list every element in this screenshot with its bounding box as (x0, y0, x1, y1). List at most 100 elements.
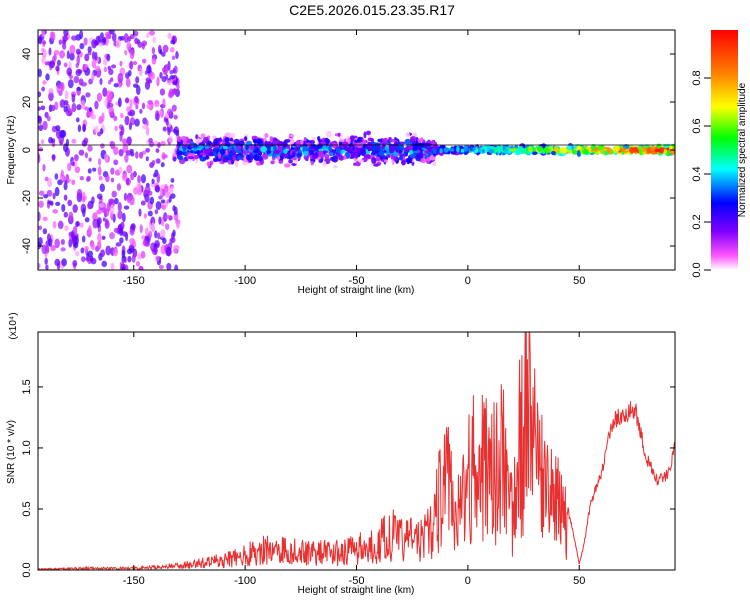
heatmap-cell (171, 55, 176, 61)
heatmap-cell (203, 148, 211, 155)
heatmap-cell (133, 30, 139, 37)
heatmap-cell (118, 149, 124, 157)
heatmap-cell (390, 154, 395, 160)
heatmap-cell (432, 161, 437, 167)
heatmap-cell (439, 148, 443, 154)
heatmap-cell (102, 217, 106, 222)
heatmap-cell (262, 153, 269, 160)
spectrogram-panel: -150 -100 -50 0 50 -40 -20 0 20 40 Height of str… (6, 29, 676, 296)
heatmap-cell (140, 200, 146, 206)
heatmap-cell (123, 192, 128, 201)
heatmap-cell (153, 246, 158, 256)
heatmap-cell (87, 168, 92, 174)
heatmap-cell (224, 154, 231, 158)
heatmap-cell (214, 137, 221, 142)
heatmap-cell (149, 30, 155, 36)
heatmap-cell (110, 204, 115, 215)
heatmap-cell (144, 185, 151, 195)
heatmap-cell (110, 167, 115, 175)
heatmap-cell (264, 140, 268, 146)
heatmap-cell (105, 31, 111, 38)
heatmap-cell (38, 124, 44, 132)
heatmap-cell (253, 154, 260, 161)
heatmap-cell (44, 257, 48, 265)
heatmap-cell (193, 154, 200, 160)
heatmap-cell (145, 147, 150, 153)
heatmap-cell (99, 128, 104, 135)
spectrogram-y-ticks: -40 -20 0 20 40 (21, 48, 675, 254)
heatmap-cell (57, 220, 64, 230)
heatmap-cell (151, 178, 155, 185)
heatmap-cell (371, 157, 377, 164)
heatmap-cell (99, 78, 103, 86)
heatmap-cell (350, 152, 356, 156)
heatmap-cell (80, 203, 87, 214)
heatmap-cell (84, 217, 90, 223)
heatmap-cell (127, 255, 132, 263)
heatmap-cell (101, 260, 108, 268)
heatmap-cell (155, 148, 160, 153)
heatmap-cell (110, 262, 115, 270)
heatmap-cell (383, 159, 388, 163)
x-tick-label: -100 (234, 575, 256, 587)
heatmap-cell (114, 197, 119, 205)
heatmap-cell (74, 166, 81, 174)
heatmap-cell (312, 152, 319, 159)
heatmap-cell (90, 242, 95, 251)
heatmap-cell (87, 46, 92, 53)
heatmap-cell (97, 240, 102, 251)
heatmap-cell (371, 145, 378, 152)
x-tick-label: -50 (349, 275, 365, 287)
heatmap-cell (206, 161, 211, 167)
heatmap-cell (663, 143, 667, 149)
heatmap-cell (276, 155, 281, 161)
heatmap-cell (113, 159, 119, 166)
heatmap-cell (59, 50, 66, 59)
heatmap-cell (567, 144, 572, 151)
heatmap-cell (354, 139, 359, 143)
heatmap-cell (317, 136, 321, 141)
heatmap-cell (54, 186, 60, 197)
heatmap-cell (81, 139, 88, 147)
heatmap-cell (38, 190, 45, 196)
heatmap-cell (128, 122, 132, 131)
heatmap-cell (324, 154, 330, 160)
heatmap-cell (78, 149, 85, 156)
heatmap-cell (166, 80, 172, 86)
heatmap-cell (393, 155, 399, 162)
heatmap-cell (360, 149, 364, 155)
heatmap-cell (322, 160, 327, 168)
heatmap-cell (162, 44, 169, 53)
heatmap-cell (105, 174, 110, 183)
heatmap-cell (405, 132, 410, 138)
heatmap-cell (233, 138, 240, 146)
heatmap-cell (322, 144, 327, 151)
heatmap-cell (52, 209, 58, 214)
heatmap-cell (347, 137, 351, 145)
heatmap-cell (531, 151, 538, 156)
heatmap-cell (378, 151, 385, 157)
colorbar: 0.0 0.2 0.4 0.6 0.8 Normalized spectral ampl… (691, 30, 748, 278)
heatmap-cell (160, 199, 166, 204)
heatmap-cell (147, 210, 153, 217)
heatmap-cell (50, 104, 56, 112)
heatmap-cell (195, 134, 199, 140)
heatmap-cell (642, 145, 646, 153)
heatmap-cell (102, 87, 108, 97)
heatmap-cell (353, 135, 358, 139)
heatmap-cell (42, 120, 48, 131)
x-tick-label: -100 (234, 275, 256, 287)
heatmap-cell (528, 146, 533, 153)
heatmap-cell (121, 266, 126, 270)
x-tick-label: -150 (123, 575, 145, 587)
heatmap-cell (363, 154, 371, 159)
heatmap-cell (101, 235, 106, 241)
heatmap-cell (126, 136, 132, 146)
heatmap-cell (545, 149, 549, 154)
heatmap-cell (199, 156, 206, 162)
heatmap-cell (87, 145, 93, 152)
heatmap-cell (404, 152, 408, 157)
heatmap-cell (238, 140, 245, 146)
heatmap-cell (147, 64, 151, 71)
heatmap-cell (320, 141, 326, 145)
